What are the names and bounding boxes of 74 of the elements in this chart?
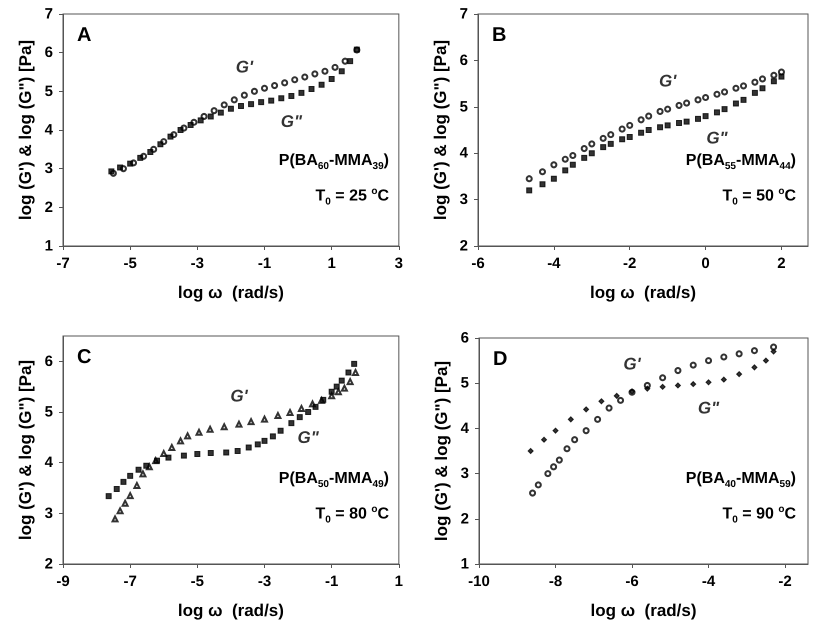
x-tick-label: -5	[123, 255, 137, 272]
series-label: G"	[280, 112, 303, 131]
annotation: P(BA$_{40}$-MMA$_{59}$)	[686, 470, 796, 490]
y-tick-label: 2	[44, 198, 53, 216]
annotation: D	[493, 348, 508, 371]
annotation: P(BA$_{50}$-MMA$_{49}$)	[278, 470, 389, 490]
x-axis-title: log ω (rad/s)	[590, 283, 696, 302]
series-label: G"	[298, 428, 320, 447]
y-tick-label: 4	[460, 144, 469, 162]
x-tick-label: -9	[56, 573, 70, 590]
annotation: T$_{0}$ = 90 $^{o}$C	[722, 504, 796, 526]
y-tick-label: 2	[44, 556, 53, 572]
x-tick-label: 2	[777, 255, 786, 272]
annotation: T$_{0}$ = 25 $^{o}$C	[316, 186, 389, 208]
x-axis-title: log ω (rad/s)	[178, 601, 284, 620]
y-axis-title: log (G') & log (G") [Pa]	[432, 360, 451, 542]
series-label: G'	[659, 72, 678, 91]
annotation: T$_{0}$ = 80 $^{o}$C	[316, 504, 389, 526]
y-tick-label: 7	[44, 6, 53, 22]
series-label: G'	[236, 58, 254, 77]
x-tick-label: -1	[258, 255, 272, 272]
y-tick-label: 2	[460, 510, 469, 528]
y-tick-label: 7	[460, 6, 468, 22]
x-tick-label: -6	[625, 573, 639, 590]
x-tick-label: -10	[468, 573, 490, 590]
y-tick-label: 6	[44, 352, 53, 370]
annotation: P(BA$_{55}$-MMA$_{44}$)	[686, 152, 796, 172]
x-axis-title: log ω (rad/s)	[590, 601, 696, 620]
y-tick-label: 6	[44, 44, 53, 62]
x-tick-label: -3	[258, 573, 272, 590]
y-tick-label: 5	[44, 82, 53, 100]
x-tick-label: -2	[778, 573, 792, 590]
x-tick-label: -1	[324, 573, 338, 590]
y-tick-label: 5	[44, 404, 53, 420]
x-tick-label: -7	[123, 573, 137, 590]
x-tick-label: -5	[190, 573, 204, 590]
y-tick-label: 2	[460, 238, 468, 254]
annotation: A	[77, 24, 92, 47]
annotation: T$_{0}$ = 50 $^{o}$C	[722, 186, 796, 208]
x-tick-label: -4	[702, 573, 716, 590]
x-tick-label: -4	[547, 255, 562, 272]
y-tick-label: 3	[460, 465, 469, 482]
series-label: G"	[706, 128, 729, 148]
y-tick-label: 4	[44, 454, 54, 472]
y-tick-label: 3	[460, 191, 468, 208]
annotation: C	[77, 346, 92, 369]
x-tick-label: -3	[190, 255, 204, 272]
x-tick-label: -7	[56, 255, 70, 272]
annotation: P(BA$_{60}$-MMA$_{39}$)	[278, 152, 389, 172]
y-tick-label: 5	[460, 374, 469, 392]
y-axis-title: log (G') & log (G") [Pa]	[430, 40, 450, 220]
y-axis-title: log (G') & log (G") [Pa]	[16, 360, 35, 540]
y-tick-label: 3	[44, 160, 53, 178]
x-tick-label: 1	[394, 573, 403, 590]
y-tick-label: 6	[460, 330, 469, 346]
x-tick-label: 3	[394, 255, 403, 272]
series-label: G'	[230, 386, 249, 406]
series-label: G"	[698, 398, 720, 418]
y-tick-label: 4	[460, 420, 470, 437]
x-tick-label: -2	[623, 255, 636, 272]
y-tick-label: 4	[44, 122, 54, 138]
y-tick-label: 1	[460, 556, 469, 572]
series-label: G'	[623, 354, 642, 374]
x-tick-label: -6	[471, 255, 485, 272]
y-tick-label: 5	[460, 98, 468, 116]
y-axis-title: log (G') & log (G") [Pa]	[16, 40, 35, 220]
y-tick-label: 6	[460, 52, 468, 69]
x-tick-label: -8	[548, 573, 562, 590]
x-tick-label: 1	[327, 255, 336, 272]
x-tick-label: 0	[701, 255, 710, 272]
annotation: B	[492, 24, 506, 47]
y-tick-label: 3	[44, 504, 53, 522]
y-tick-label: 1	[44, 238, 53, 254]
x-axis-title: log ω (rad/s)	[178, 283, 284, 302]
